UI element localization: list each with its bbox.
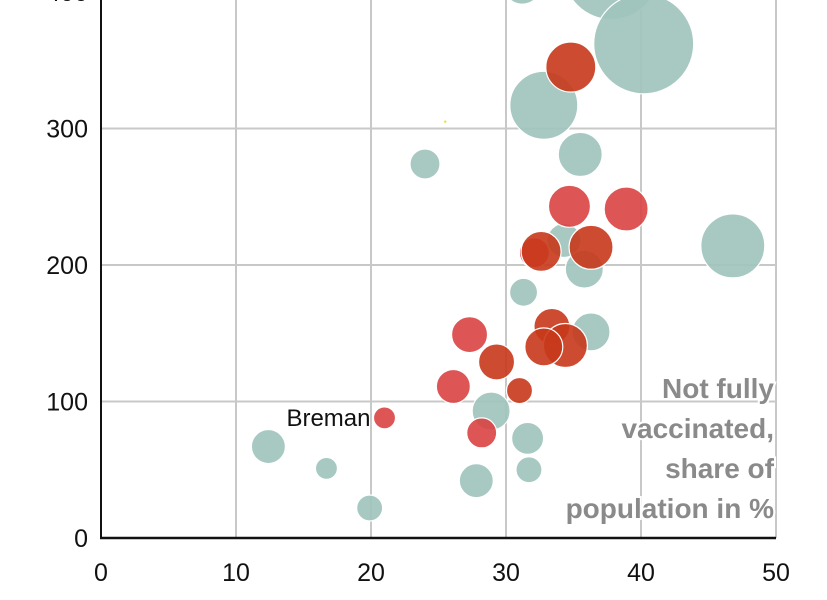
x-axis-title-line: vaccinated, xyxy=(621,413,774,444)
bubble-teal xyxy=(593,0,695,95)
x-axis-title: Not fully vaccinated, share of population i… xyxy=(564,371,777,526)
bubble-red xyxy=(547,184,592,228)
bubble-darkred xyxy=(568,224,614,270)
x-axis-title-line: population in % xyxy=(566,493,775,524)
bubble-darkred xyxy=(524,327,564,367)
bubble-teal xyxy=(515,456,543,484)
bubble-red xyxy=(435,368,471,405)
bubble-red xyxy=(466,417,498,449)
bubble-darkred xyxy=(505,376,534,405)
bubble-darkred xyxy=(520,230,562,272)
y-tick-label: 100 xyxy=(46,389,88,417)
x-tick-label: 40 xyxy=(627,559,655,587)
marker-dot xyxy=(444,120,447,123)
bubble-teal xyxy=(314,456,339,480)
bubble-teal xyxy=(250,428,286,465)
annotation-label: Breman xyxy=(286,405,370,432)
x-tick-label: 20 xyxy=(357,559,385,587)
bubble-darkred xyxy=(545,41,597,93)
bubble-red xyxy=(372,406,397,430)
tick-labels: 0 10 20 30 40 50 0 100 200 300 400 xyxy=(46,0,790,587)
y-tick-label: 400 xyxy=(46,0,88,7)
y-tick-label: 200 xyxy=(46,252,88,280)
bubble-teal xyxy=(510,421,545,455)
bubble-teal xyxy=(557,131,603,178)
bubbles xyxy=(250,0,766,522)
x-tick-label: 50 xyxy=(762,559,790,587)
annotations: Breman xyxy=(286,405,370,432)
x-axis-title-line: share of xyxy=(665,453,775,484)
bubble-teal xyxy=(409,148,441,180)
y-tick-label: 0 xyxy=(74,525,88,553)
bubble-teal xyxy=(509,0,536,5)
bubble-red xyxy=(603,186,649,232)
bubble-teal xyxy=(356,494,384,522)
bubble-teal xyxy=(700,213,766,279)
x-tick-label: 0 xyxy=(94,559,108,587)
bubble-teal xyxy=(508,277,539,307)
bubble-teal xyxy=(458,463,494,499)
x-tick-label: 10 xyxy=(222,559,250,587)
bubble-darkred xyxy=(477,343,516,381)
x-tick-label: 30 xyxy=(492,559,520,587)
axes xyxy=(100,0,776,540)
y-tick-label: 300 xyxy=(46,116,88,144)
bubble-red xyxy=(450,316,489,354)
x-axis-title-line: Not fully xyxy=(662,373,774,404)
